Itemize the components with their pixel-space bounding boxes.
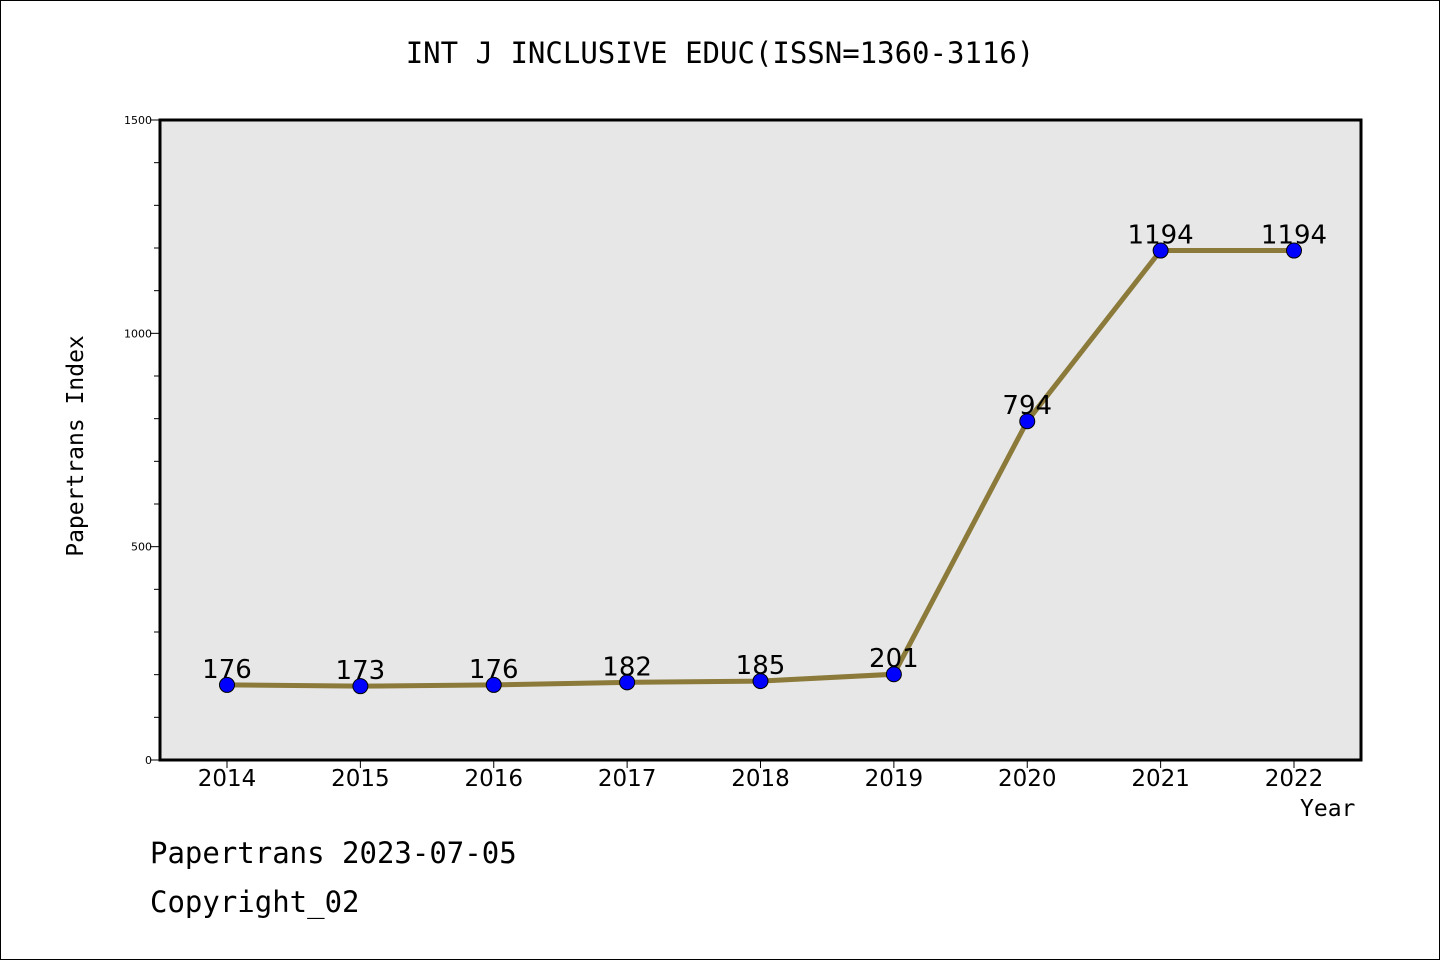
x-tick-label: 2014 bbox=[198, 766, 257, 792]
data-point bbox=[1152, 242, 1169, 259]
data-point bbox=[219, 676, 235, 693]
data-point bbox=[619, 674, 636, 691]
data-label: 1194 bbox=[1261, 221, 1327, 251]
x-tick-label: 2022 bbox=[1265, 766, 1324, 792]
data-point bbox=[885, 666, 902, 683]
x-tick-label: 2018 bbox=[731, 766, 790, 792]
y-tick-label: 0 bbox=[145, 754, 152, 767]
data-label: 794 bbox=[1002, 391, 1052, 421]
data-label: 176 bbox=[202, 655, 252, 685]
data-point bbox=[752, 673, 769, 690]
chart-title: INT J INCLUSIVE EDUC(ISSN=1360-3116) bbox=[405, 36, 1035, 70]
x-tick-label: 2017 bbox=[598, 766, 657, 792]
data-point bbox=[485, 676, 502, 693]
data-point bbox=[1019, 413, 1036, 430]
y-tick-label: 1500 bbox=[124, 114, 152, 127]
x-tick-label: 2015 bbox=[331, 766, 390, 792]
footer-date: Papertrans 2023-07-05 bbox=[150, 836, 517, 870]
data-label: 185 bbox=[736, 651, 786, 681]
data-label: 1194 bbox=[1128, 221, 1194, 251]
y-tick-label: 1000 bbox=[124, 327, 152, 340]
footer-copyright: Copyright_02 bbox=[150, 885, 360, 919]
x-tick-label: 2016 bbox=[464, 766, 523, 792]
data-point bbox=[352, 678, 369, 695]
data-label: 201 bbox=[869, 644, 919, 674]
data-point bbox=[1286, 242, 1302, 259]
plot-area bbox=[160, 120, 1361, 760]
y-tick-label: 500 bbox=[131, 541, 152, 554]
x-tick-label: 2019 bbox=[865, 766, 924, 792]
x-axis-label: Year bbox=[1300, 796, 1356, 822]
x-tick-label: 2020 bbox=[998, 766, 1057, 792]
data-label: 173 bbox=[336, 656, 386, 686]
plot-border bbox=[158, 118, 1363, 762]
x-tick-label: 2021 bbox=[1131, 766, 1190, 792]
data-label: 182 bbox=[602, 652, 652, 682]
data-label: 176 bbox=[469, 655, 519, 685]
